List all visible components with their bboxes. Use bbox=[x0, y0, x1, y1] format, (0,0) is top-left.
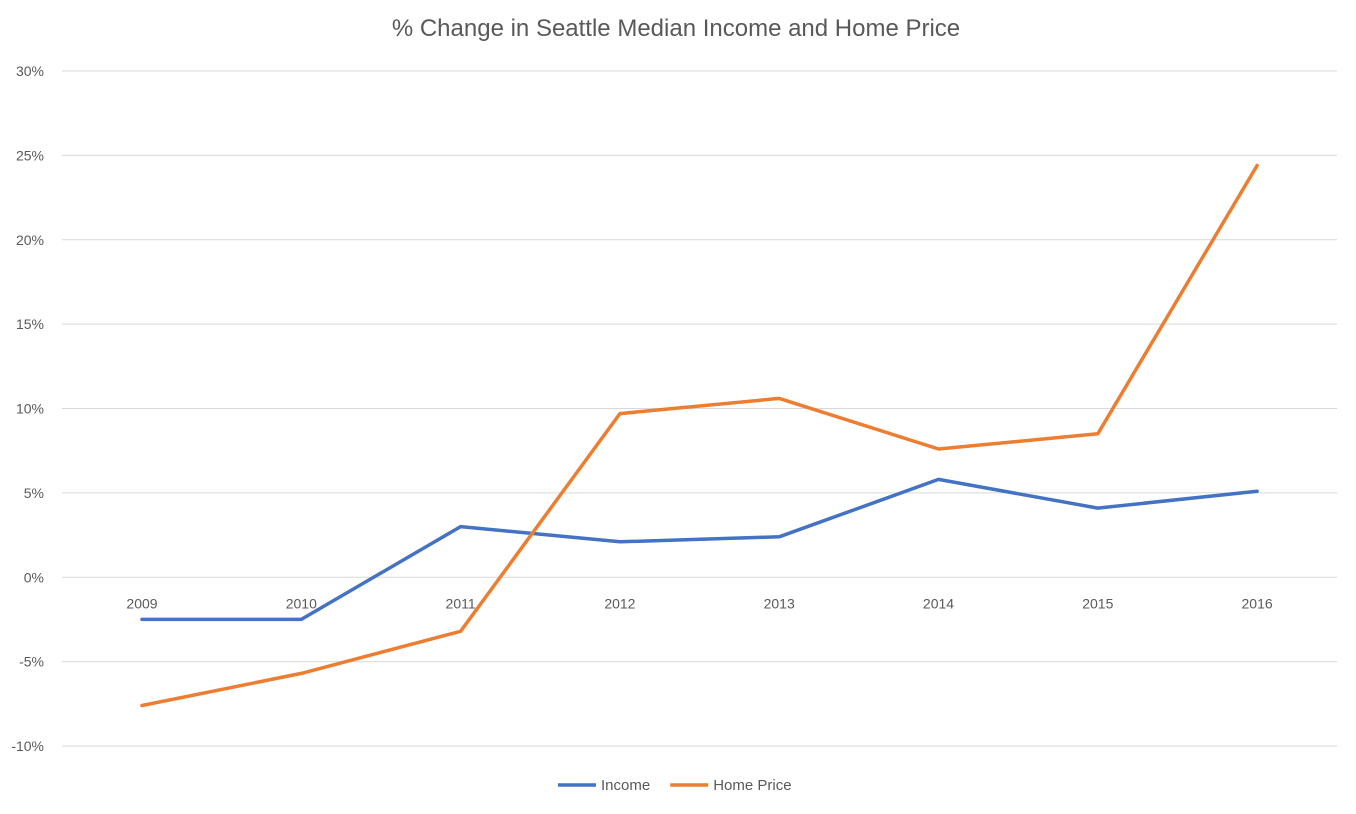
gridlines bbox=[62, 70, 1337, 747]
chart-title: % Change in Seattle Median Income and Ho… bbox=[392, 15, 960, 42]
y-tick-label: 20% bbox=[16, 232, 44, 248]
series-line-income bbox=[140, 477, 1259, 622]
legend-label-home-price: Home Price bbox=[713, 777, 791, 794]
y-tick-label: 0% bbox=[24, 569, 44, 585]
x-tick-label: 2016 bbox=[1242, 595, 1273, 611]
x-tick-label: 2010 bbox=[286, 595, 317, 611]
legend-label-income: Income bbox=[601, 777, 650, 794]
x-tick-label: 2015 bbox=[1082, 595, 1113, 611]
y-tick-label: 30% bbox=[16, 63, 44, 79]
y-tick-label: 10% bbox=[16, 401, 44, 417]
y-tick-label: 5% bbox=[24, 485, 44, 501]
y-tick-label: 25% bbox=[16, 147, 44, 163]
x-axis-tick-labels: 2009 2010 2011 2012 2013 2014 2015 2016 bbox=[126, 595, 1272, 611]
x-tick-label: 2013 bbox=[764, 595, 795, 611]
x-tick-label: 2012 bbox=[604, 595, 635, 611]
series-lines bbox=[140, 163, 1259, 708]
x-tick-label: 2014 bbox=[923, 595, 954, 611]
y-tick-label: 15% bbox=[16, 316, 44, 332]
x-tick-label: 2011 bbox=[446, 595, 476, 611]
y-tick-label: -10% bbox=[11, 738, 44, 754]
y-axis-tick-labels: -10% -5% 0% 5% 10% 15% 20% 25% 30% bbox=[11, 63, 44, 754]
legend: Income Home Price bbox=[558, 777, 792, 794]
series-line-home-price bbox=[140, 163, 1259, 708]
y-tick-label: -5% bbox=[19, 654, 44, 670]
x-tick-label: 2009 bbox=[126, 595, 157, 611]
